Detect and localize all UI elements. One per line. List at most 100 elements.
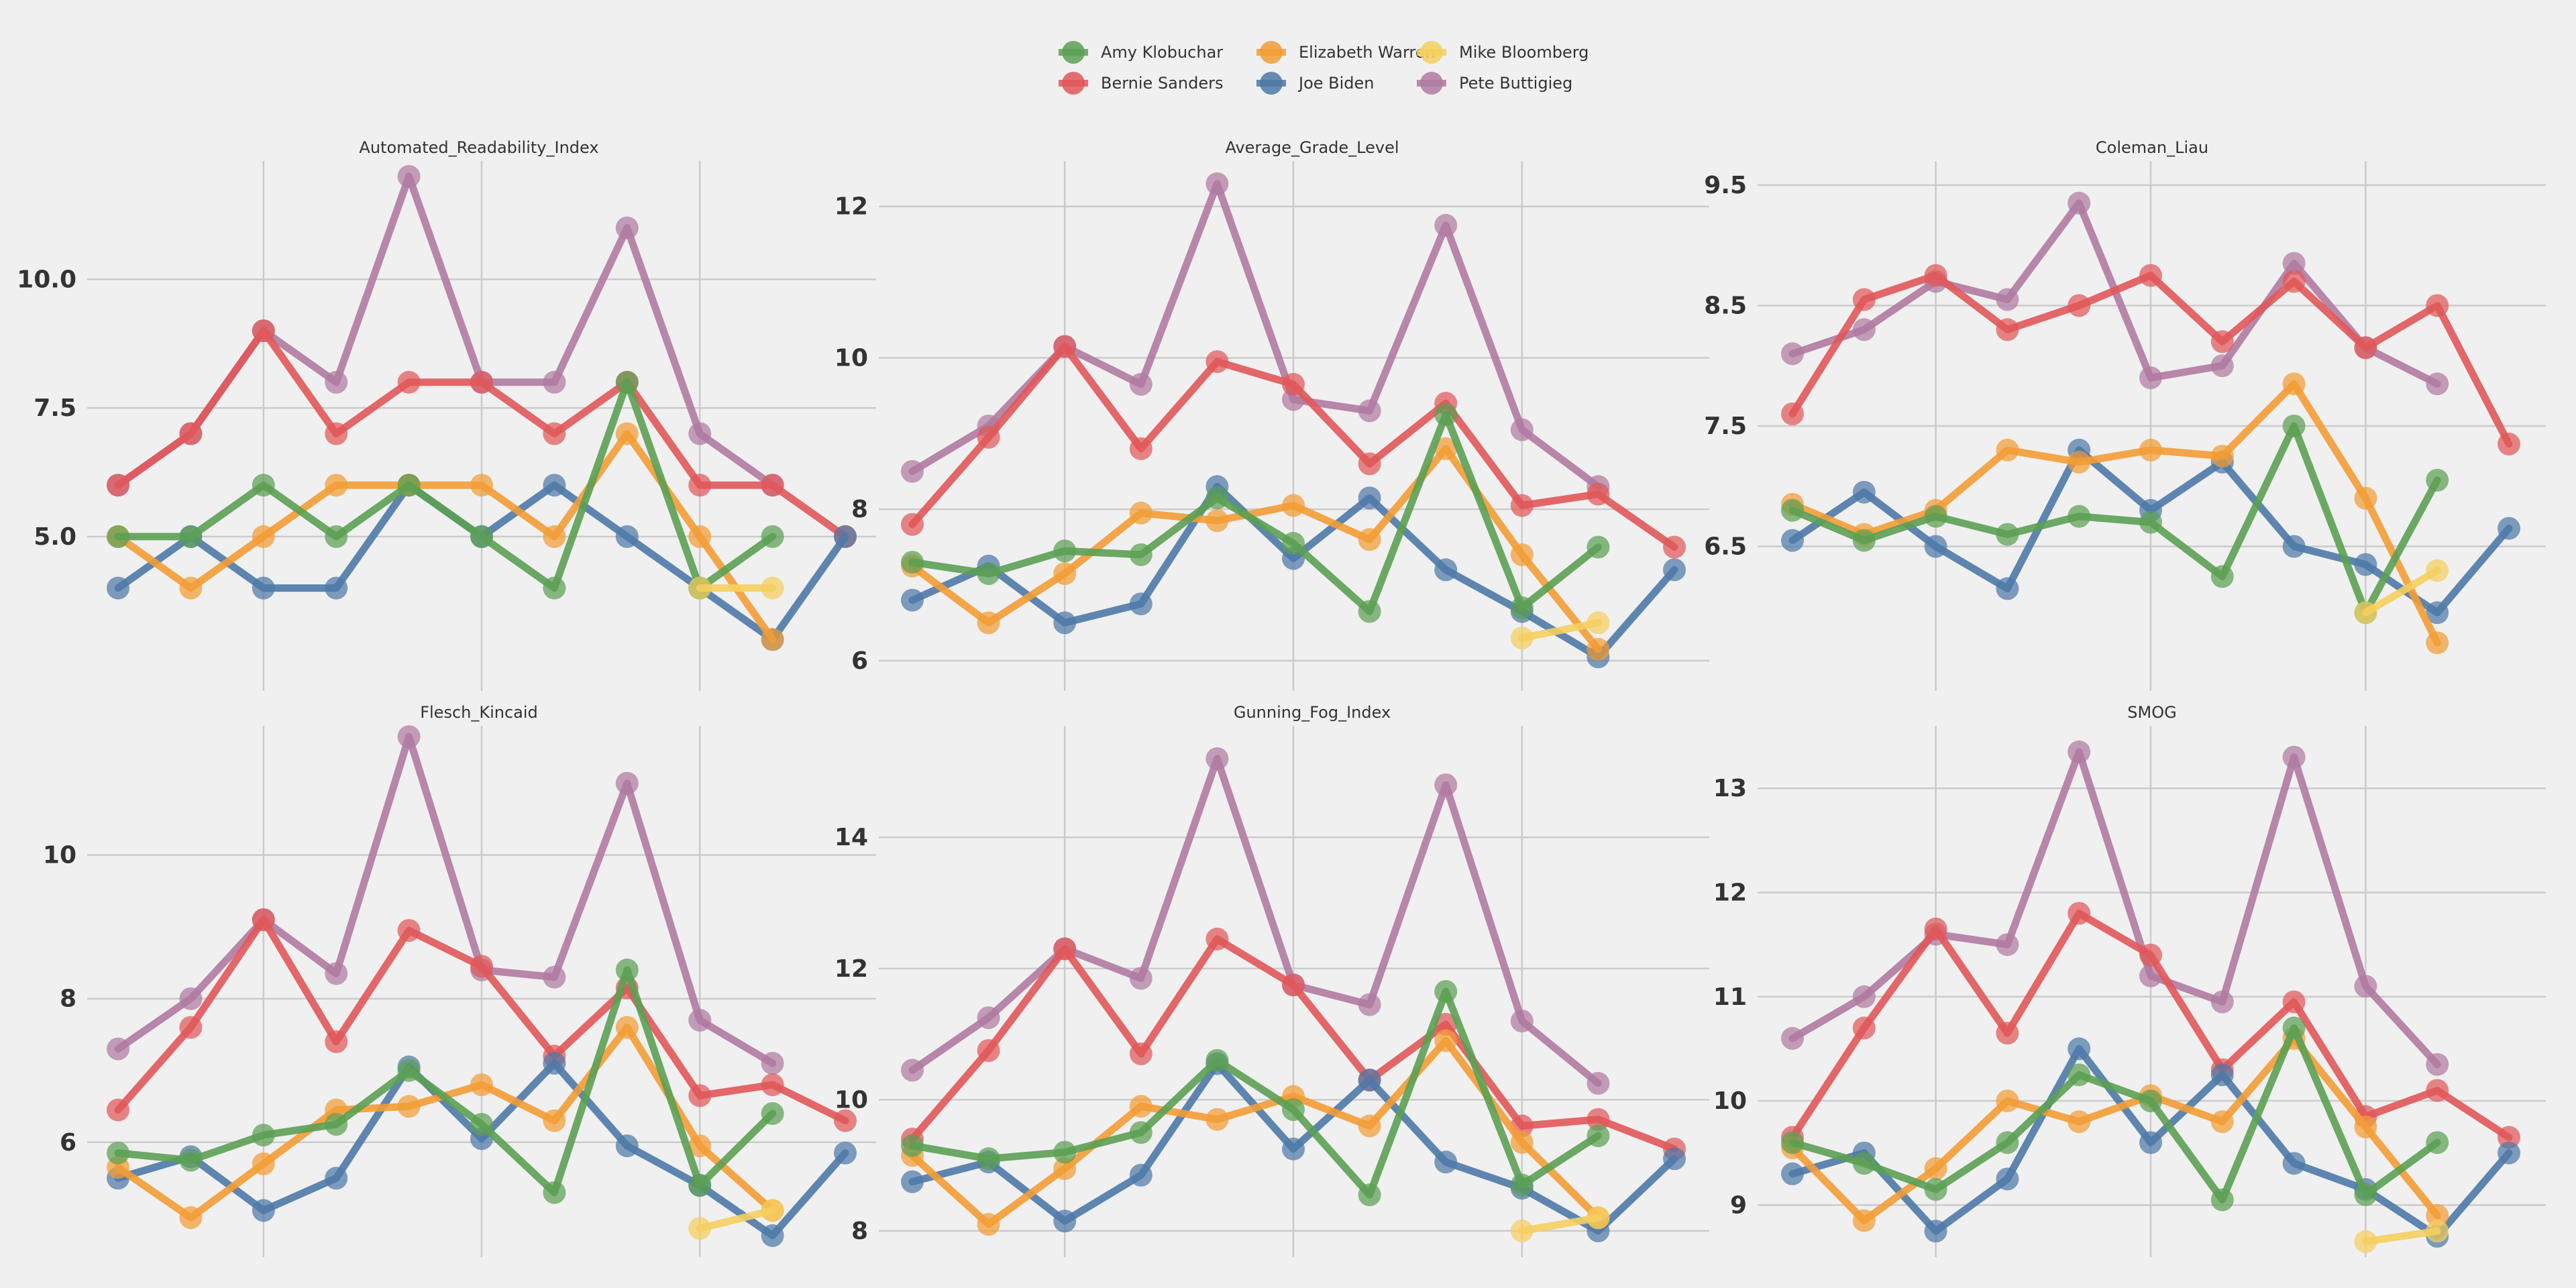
data-point [2282, 745, 2306, 769]
data-point [179, 576, 203, 600]
data-point [1663, 535, 1686, 559]
data-point [1053, 611, 1077, 635]
data-point [1434, 403, 1458, 427]
series-line [2361, 1227, 2441, 1246]
data-point [1358, 528, 1381, 551]
data-point [179, 525, 203, 548]
data-point [615, 1016, 639, 1039]
panel-smog: 9 10 11 12 13 SMOG [1713, 703, 2546, 1257]
y-tick-label: 8 [60, 985, 76, 1013]
data-point [2068, 1037, 2091, 1061]
data-point [1781, 1026, 1804, 1050]
legend-swatch-marker [1062, 72, 1085, 95]
data-point [397, 474, 421, 497]
data-point [2354, 486, 2377, 510]
data-point [901, 513, 924, 536]
data-point [761, 525, 784, 548]
data-point [2282, 372, 2306, 396]
series-line [1788, 748, 2441, 1069]
series-mike-bloomberg [688, 576, 784, 600]
data-point [1358, 1114, 1381, 1138]
data-point [1053, 1157, 1077, 1180]
data-point [901, 551, 924, 574]
series-amy-klobuchar [901, 403, 1610, 623]
legend-item-mike-bloomberg: Mike Bloomberg [1417, 41, 1589, 64]
data-point [1510, 627, 1534, 649]
grid: 6.5 7.5 8.5 9.5 [1704, 161, 2546, 691]
grid: 8 10 12 14 [835, 726, 1709, 1257]
data-point [1852, 1209, 1876, 1232]
data-point [1434, 558, 1458, 582]
data-point [1781, 498, 1804, 522]
legend-label: Elizabeth Warren [1299, 43, 1436, 62]
data-point [2426, 1203, 2449, 1227]
data-point [397, 370, 421, 394]
data-point [2210, 444, 2234, 468]
data-point [977, 1006, 1000, 1030]
data-point [2139, 1089, 2162, 1113]
legend-item-amy-klobuchar: Amy Klobuchar [1059, 41, 1223, 64]
series-amy-klobuchar [901, 980, 1610, 1207]
data-point [2210, 1063, 2234, 1087]
data-point [1852, 1152, 1876, 1175]
data-point [761, 474, 784, 497]
data-point [543, 965, 566, 989]
y-tick-label: 9 [1730, 1191, 1747, 1219]
data-point [615, 771, 639, 795]
panel-coleman-liau: 6.5 7.5 8.5 9.5 Coleman_Liau [1704, 138, 2546, 691]
y-tick-label: 9.5 [1704, 172, 1747, 199]
data-point [1587, 1108, 1610, 1131]
data-point [977, 1213, 1000, 1236]
legend-swatch-marker [1260, 72, 1283, 95]
y-tick-label: 5.0 [34, 523, 76, 551]
data-point [252, 319, 275, 343]
y-tick-label: 13 [1713, 775, 1747, 802]
data-point [1852, 318, 1876, 341]
data-point [1587, 637, 1610, 661]
data-point [1781, 1162, 1804, 1185]
data-point [325, 474, 348, 497]
y-tick-label: 10 [835, 344, 868, 372]
panel-title: Automated_Readability_Index [359, 138, 598, 157]
panel-automated-readability-index: 5.0 7.5 10.0 Automated_Readability_Index [17, 138, 876, 691]
series-line [1788, 1034, 2441, 1225]
data-point [2210, 1110, 2234, 1134]
series-line [1518, 619, 1602, 642]
data-point [901, 1059, 924, 1082]
data-point [2068, 902, 2091, 925]
series-amy-klobuchar [1781, 1016, 2449, 1212]
data-point [107, 1037, 129, 1061]
data-point [179, 422, 203, 445]
data-point [761, 1102, 784, 1125]
data-point [2426, 372, 2449, 396]
legend-item-joe-biden: Joe Biden [1256, 72, 1375, 95]
data-point [834, 525, 857, 548]
data-point [1924, 535, 1947, 558]
data-point [2139, 1131, 2162, 1155]
data-point [1434, 773, 1458, 796]
data-point [2426, 631, 2449, 655]
series-mike-bloomberg [2354, 559, 2449, 625]
grid: 9 10 11 12 13 [1713, 726, 2546, 1257]
data-point [2354, 336, 2377, 360]
data-point [761, 1224, 784, 1247]
legend-swatch-marker [1062, 41, 1085, 64]
data-point [1781, 1131, 1804, 1155]
data-point [2354, 601, 2377, 625]
data-point [107, 1098, 129, 1122]
y-tick-label: 10 [835, 1086, 868, 1114]
data-point [325, 422, 348, 445]
data-point [761, 628, 784, 651]
legend-label: Joe Biden [1297, 74, 1375, 93]
data-point [615, 216, 639, 239]
series-line [908, 987, 1602, 1199]
data-point [977, 1147, 1000, 1171]
series-amy-klobuchar [1781, 415, 2449, 625]
legend-label: Bernie Sanders [1101, 74, 1223, 93]
data-point [1129, 372, 1152, 396]
data-point [1358, 452, 1381, 476]
legend-item-elizabeth-warren: Elizabeth Warren [1256, 41, 1436, 64]
data-point [2498, 517, 2520, 540]
series-pete-buttigieg [107, 165, 784, 497]
data-point [1129, 1042, 1152, 1065]
